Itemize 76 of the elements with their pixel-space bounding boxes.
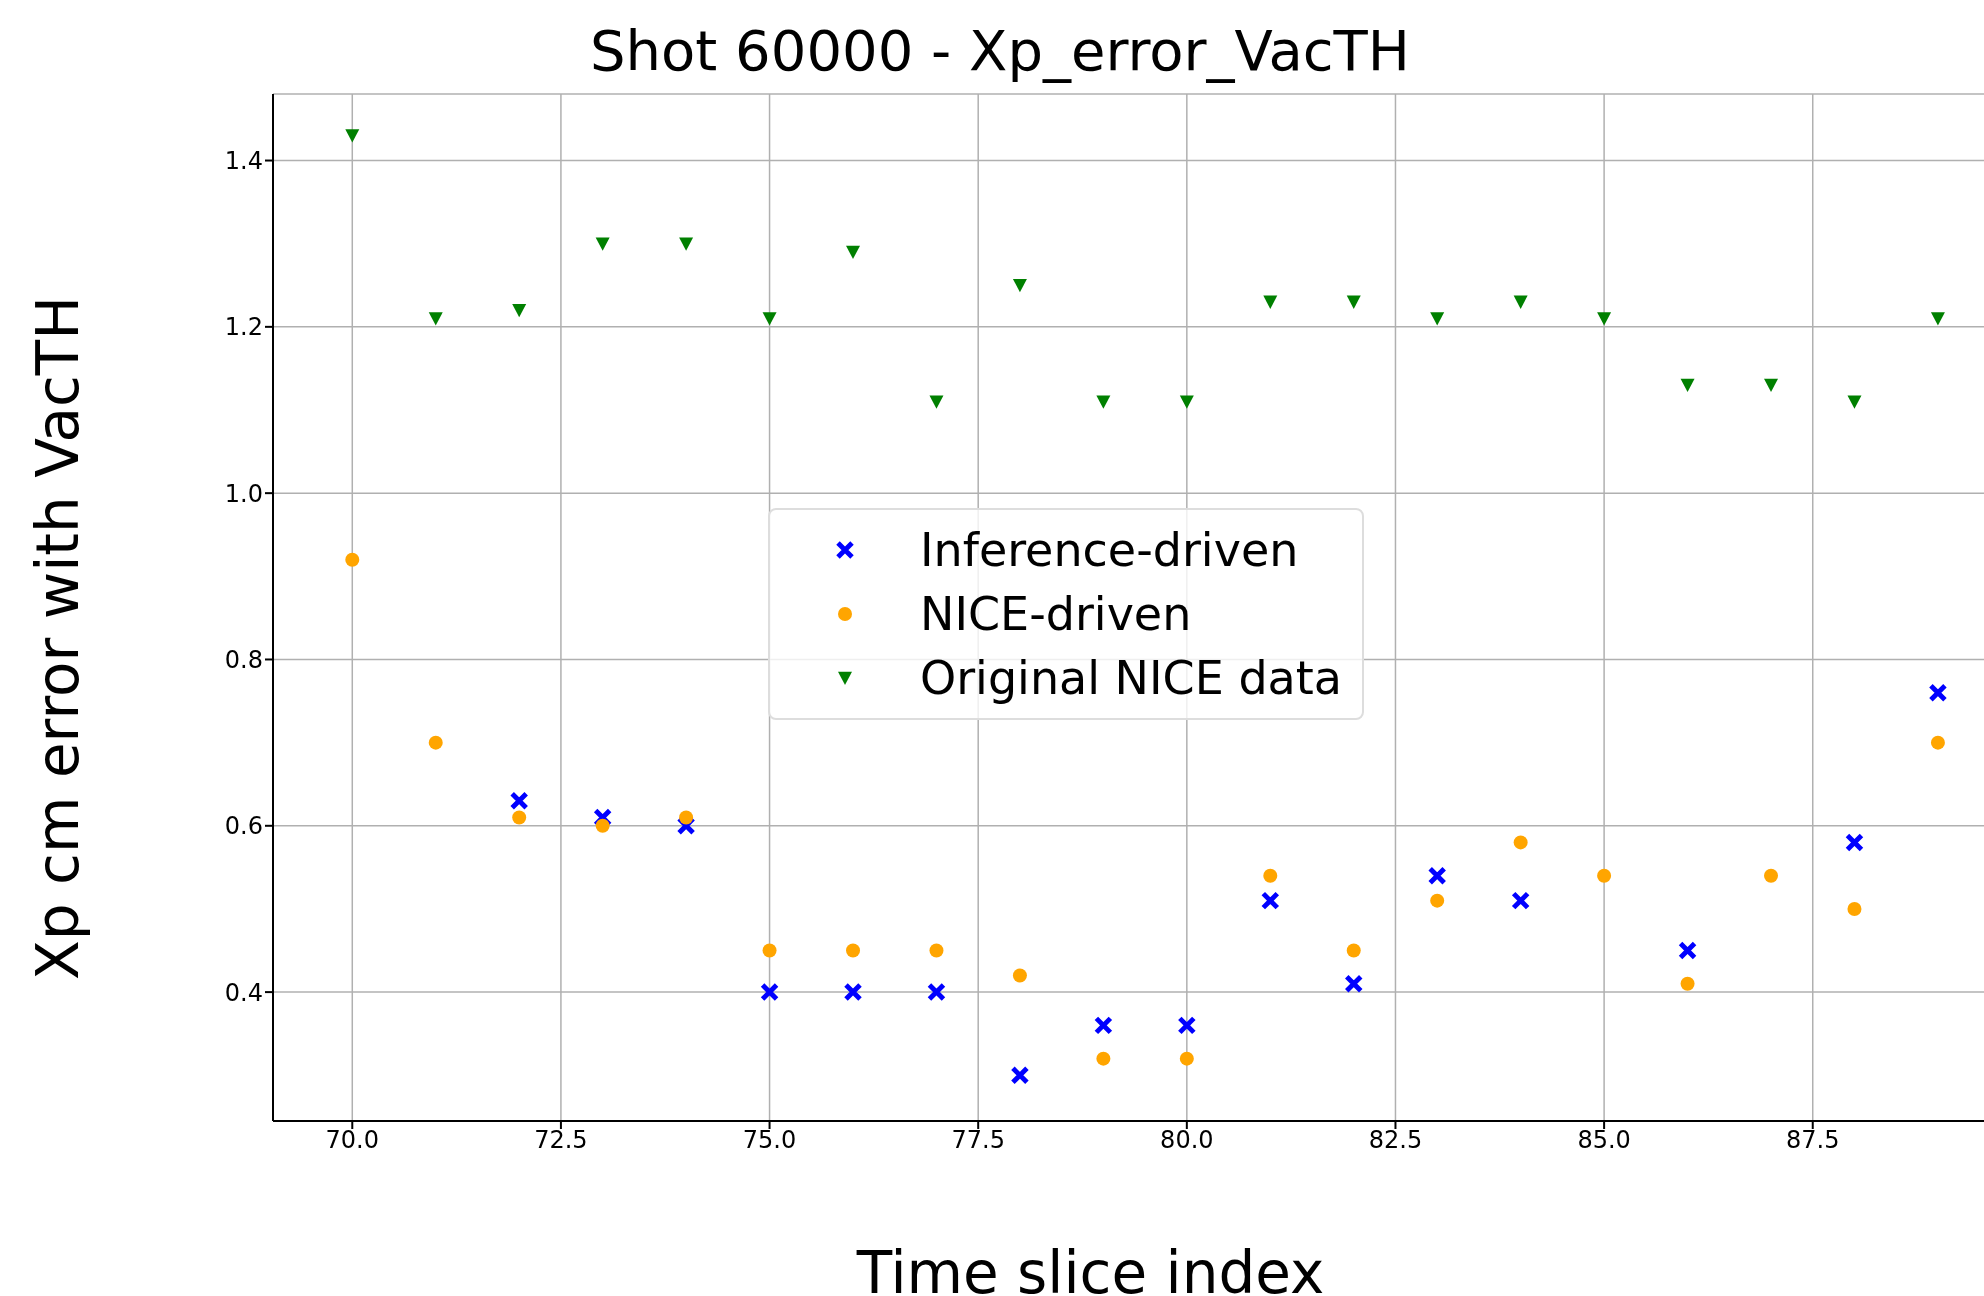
point: [593, 808, 613, 827]
y-tick-label: 1.2: [224, 313, 263, 342]
point: [1930, 735, 1945, 750]
point: [762, 943, 777, 958]
point: [929, 395, 944, 409]
x-tick-label: 82.5: [1368, 1126, 1423, 1155]
point: [1177, 1015, 1197, 1035]
point: [1093, 1015, 1113, 1035]
x-tick-label: 70.0: [325, 1126, 379, 1155]
point: [762, 312, 777, 326]
point: [1430, 312, 1445, 326]
y-tick-label: 0.8: [224, 645, 263, 674]
point: [846, 943, 861, 958]
y-tick-label: 0.4: [224, 978, 263, 1007]
point: [1511, 891, 1531, 911]
point: [1680, 378, 1695, 393]
point: [1096, 395, 1111, 409]
x-tick-label: 87.5: [1786, 1126, 1840, 1155]
point: [676, 816, 696, 836]
point: [1678, 941, 1698, 960]
point: [1346, 295, 1361, 309]
point: [1096, 1051, 1111, 1066]
point: [1344, 974, 1364, 994]
point: [1597, 868, 1612, 883]
point: [1847, 901, 1862, 916]
point: [846, 245, 861, 259]
point: [679, 237, 694, 251]
point: [1260, 891, 1280, 911]
point: [929, 943, 944, 958]
point: [679, 810, 694, 825]
point: [1346, 943, 1361, 958]
point: [512, 810, 527, 825]
chart-title: Shot 60000 - Xp_error_VacTH: [589, 17, 1411, 85]
legend-label: Inference-driven: [920, 523, 1299, 577]
point: [595, 237, 610, 251]
point: [1012, 278, 1027, 293]
point: [1764, 378, 1779, 393]
point: [1179, 1051, 1194, 1066]
x-tick-label: 75.0: [742, 1126, 797, 1155]
point: [1597, 312, 1612, 326]
point: [428, 735, 443, 750]
point: [1764, 868, 1779, 883]
point: [1263, 868, 1278, 883]
x-tick-label: 80.0: [1160, 1126, 1214, 1155]
point: [843, 982, 863, 1002]
point: [1430, 893, 1445, 908]
point: [1012, 968, 1027, 983]
point: [1928, 683, 1948, 703]
x-axis-title: Time slice index: [855, 1239, 1326, 1296]
legend-label: NICE-driven: [920, 587, 1192, 641]
point: [760, 982, 780, 1002]
point: [595, 818, 610, 833]
y-axis-title: Xp cm error with VacTH: [24, 295, 93, 980]
point: [1263, 295, 1278, 309]
legend-label: Original NICE data: [920, 651, 1343, 705]
point: [1010, 1065, 1030, 1085]
x-tick-label: 77.5: [951, 1126, 1005, 1155]
y-tick-label: 1.0: [224, 479, 263, 508]
point: [345, 552, 360, 567]
point: [927, 982, 946, 1002]
x-tick-label: 72.5: [534, 1126, 588, 1155]
point: [509, 791, 529, 811]
x-tick-label: 85.0: [1577, 1126, 1631, 1155]
point: [512, 303, 527, 318]
point: [1513, 835, 1528, 850]
point: [345, 129, 360, 143]
point: [1930, 312, 1945, 326]
point: [1680, 976, 1695, 991]
point: [1845, 832, 1864, 852]
point: [1513, 295, 1528, 309]
point: [1847, 395, 1862, 409]
y-tick-label: 0.6: [224, 812, 263, 841]
point: [1179, 395, 1194, 409]
point: [1427, 866, 1447, 886]
y-tick-label: 1.4: [224, 147, 263, 176]
point: [428, 312, 443, 326]
